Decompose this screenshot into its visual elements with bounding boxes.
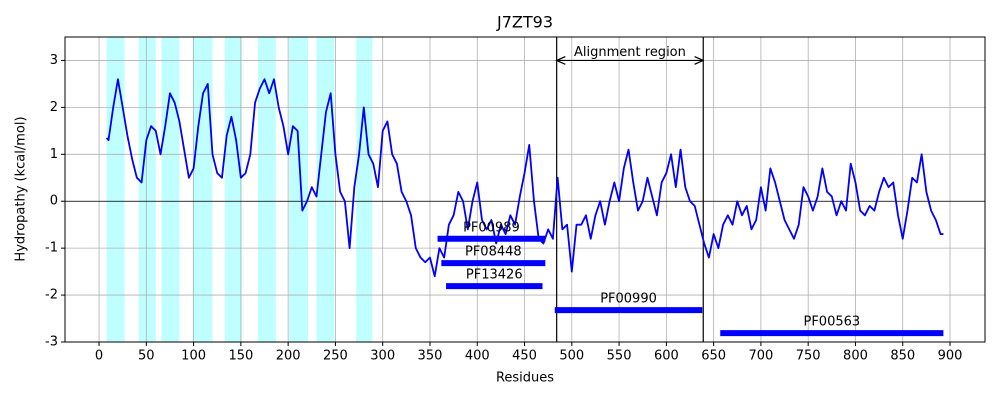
x-tick-label: 550: [607, 349, 632, 364]
x-tick-label: 900: [938, 349, 963, 364]
y-tick-label: 2: [50, 100, 58, 115]
x-tick-label: 750: [796, 349, 821, 364]
shaded-region: [138, 37, 156, 342]
plot-frame: [64, 36, 986, 343]
domain-label: PF08448: [465, 245, 522, 260]
x-tick-label: 350: [418, 349, 443, 364]
shaded-region: [161, 37, 180, 342]
y-tick-label: 0: [50, 194, 58, 209]
x-tick-label: 500: [559, 349, 584, 364]
shaded-region: [106, 37, 125, 342]
domain-label: PF00563: [803, 315, 860, 330]
x-tick-label: 800: [843, 349, 868, 364]
x-tick-label: 700: [748, 349, 773, 364]
shaded-region: [224, 37, 242, 342]
x-tick-label: 200: [276, 349, 301, 364]
x-tick-label: 600: [654, 349, 679, 364]
shaded-region: [289, 37, 309, 342]
domain-label: PF13426: [466, 268, 523, 283]
domain-label: PF00989: [463, 220, 520, 235]
x-tick-label: 150: [228, 349, 253, 364]
shaded-region: [356, 37, 373, 342]
x-tick-label: 400: [465, 349, 490, 364]
shaded-region: [257, 37, 276, 342]
hydropathy-line: [105, 78, 944, 278]
x-tick-label: 250: [323, 349, 348, 364]
chart-title: J7ZT93: [496, 13, 553, 32]
annotation-text: Alignment region: [574, 45, 686, 60]
y-tick-label: 1: [50, 147, 58, 162]
domain-label: PF00990: [600, 292, 657, 307]
x-tick-label: 300: [370, 349, 395, 364]
shaded-region: [316, 37, 335, 342]
shaded-region: [192, 37, 213, 342]
x-tick-label: 850: [890, 349, 915, 364]
x-tick-label: 0: [95, 349, 103, 364]
y-tick-label: -1: [45, 241, 58, 256]
x-tick-label: 450: [512, 349, 537, 364]
x-axis-label: Residues: [496, 371, 554, 386]
y-tick-label: 3: [50, 53, 58, 68]
y-tick-label: -3: [45, 335, 58, 350]
y-axis-label: Hydropathy (kcal/mol): [14, 116, 29, 261]
x-tick-label: 100: [181, 349, 206, 364]
y-tick-label: -2: [45, 288, 58, 303]
x-tick-label: 50: [138, 349, 155, 364]
x-tick-label: 650: [701, 349, 726, 364]
